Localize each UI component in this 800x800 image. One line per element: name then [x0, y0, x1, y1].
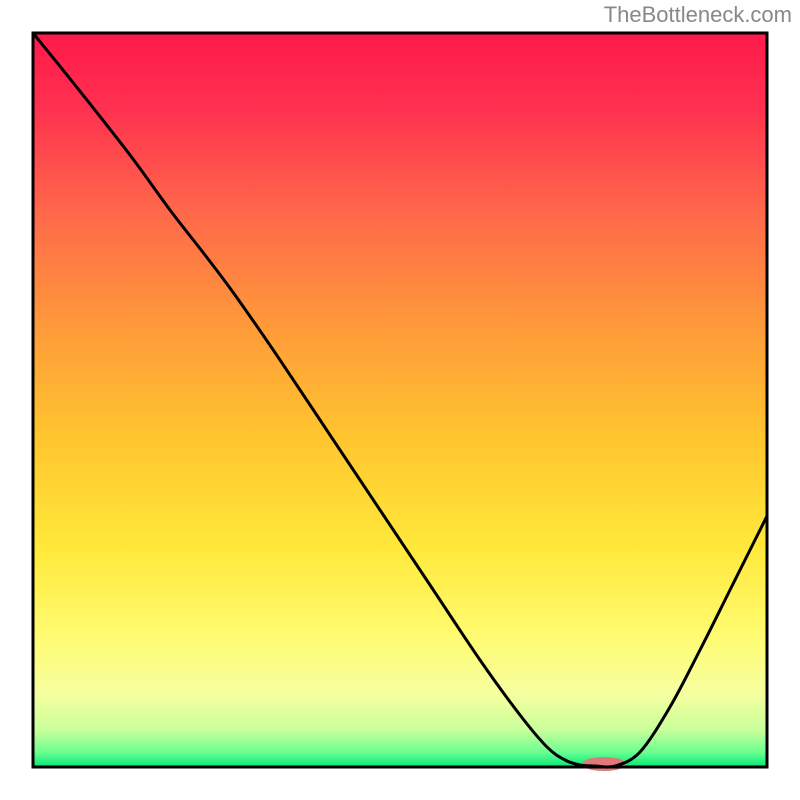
watermark-text: TheBottleneck.com: [604, 2, 792, 28]
bottleneck-chart: [0, 0, 800, 800]
plot-background: [33, 33, 767, 767]
chart-container: TheBottleneck.com: [0, 0, 800, 800]
